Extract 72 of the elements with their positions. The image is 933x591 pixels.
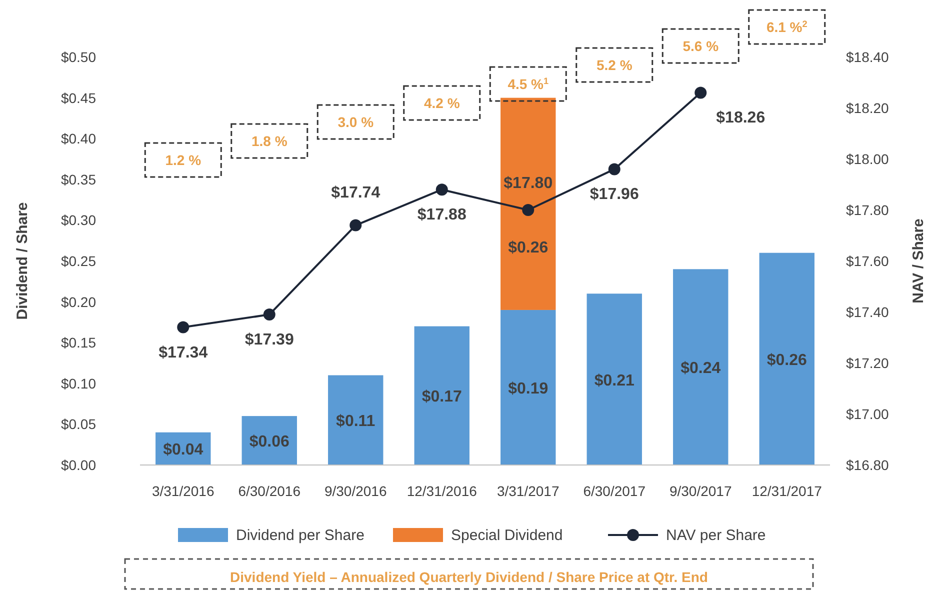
point [522,204,534,216]
x-tick-label: 6/30/2016 [238,483,301,499]
data-label: $17.96 [590,186,639,204]
bar [586,294,642,465]
annotation: 1.8 % [251,133,288,149]
annotation: 1.2 % [165,152,202,168]
data-label: $17.88 [417,206,466,224]
x-tick-label: 9/30/2017 [669,483,732,499]
y2-tick-label: $17.80 [846,202,890,218]
data-label: $0.19 [508,380,548,398]
y-tick-label: $0.35 [60,171,96,188]
y-tick-label: $0.20 [60,294,96,310]
y2-tick-label: $17.60 [846,253,890,269]
x-tick-label: 12/31/2016 [406,483,478,499]
bar [500,98,556,310]
data-label: $0.24 [680,360,721,378]
point [436,184,448,196]
annotation: 4.2 % [424,95,460,111]
x-tick-label: 6/30/2017 [583,483,646,499]
text: 5.6 % [682,38,720,54]
data-label: $0.26 [508,239,548,256]
y-tick-label: $0.50 [60,49,96,65]
bar [328,375,384,465]
y2-tick-label: $17.40 [846,304,890,320]
data-label: $0.11 [336,413,376,430]
y-axis-title: Dividend / Share [14,202,31,320]
y2-tick-label: $16.80 [846,457,890,473]
data-label: $17.74 [331,184,380,202]
point [263,308,276,321]
legend-label: Special Dividend [451,527,563,544]
data-label: $17.80 [504,175,553,192]
point [177,321,190,334]
legend-label: Dividend per Share [236,527,364,544]
x-tick-label: 3/31/2017 [496,483,560,499]
x-tick-label: 9/30/2016 [324,483,387,499]
y2-tick-label: $18.20 [846,100,890,116]
point [350,219,362,232]
annotation: 5.2 % [596,57,633,73]
legend-label: NAV per Share [666,527,766,544]
data-label: $0.26 [766,352,807,369]
y-tick-label: $0.30 [60,212,96,228]
y-tick-label: $0.25 [60,253,96,269]
bar [414,326,470,465]
y-tick-label: $0.00 [60,457,96,473]
annotation: 3.0 % [338,114,374,130]
y2-tick-label: $18.40 [846,49,890,65]
data-label: $17.39 [244,332,294,349]
y2-axis-title: NAV / Share [910,218,927,304]
y2-tick-label: $17.20 [846,355,890,371]
y-tick-label: $0.45 [60,90,96,106]
data-label: $0.21 [594,372,634,390]
x-tick-label: 12/31/2017 [752,483,822,499]
y-tick-label: $0.15 [60,334,96,351]
y2-tick-label: $18.00 [846,151,890,167]
data-label: $18.26 [716,110,766,127]
bar [759,252,814,465]
text: 6.1 %$^{2}$ [766,19,808,35]
data-label: $17.34 [158,344,208,362]
data-label: $0.17 [422,388,462,406]
point [694,86,707,99]
data-label: $0.06 [249,434,290,451]
y-tick-label: $0.05 [60,416,96,432]
annotation: 4.5 %$^{1}$ [508,76,549,92]
y-tick-label: $0.40 [60,130,96,147]
bar [500,310,556,465]
bar [673,269,728,465]
y2-tick-label: $17.00 [846,406,890,422]
data-label: $0.04 [163,442,204,459]
text: Dividend Yield – Annualized Quarterly Dividend / Share Price at Qtr. End [230,569,708,585]
point [608,163,620,176]
y-tick-label: $0.10 [60,375,96,392]
x-tick-label: 3/31/2016 [152,483,214,499]
